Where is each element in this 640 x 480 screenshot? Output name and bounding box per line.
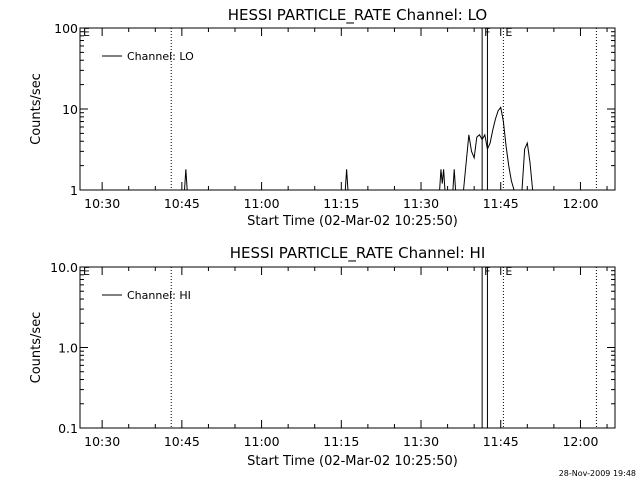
y-tick-label: 0.1 bbox=[58, 421, 78, 436]
y-axis-label: Counts/sec bbox=[29, 312, 44, 384]
chart-title: HESSI PARTICLE_RATE Channel: LO bbox=[228, 6, 487, 25]
x-tick-label: 10:30 bbox=[84, 196, 120, 211]
y-tick-label: 10.0 bbox=[50, 260, 78, 275]
footer-timestamp: 28-Nov-2009 19:48 bbox=[559, 469, 636, 478]
flag-label: E bbox=[505, 265, 512, 278]
x-tick-label: 11:30 bbox=[403, 434, 439, 449]
x-axis-label: Start Time (02-Mar-02 10:25:50) bbox=[247, 454, 458, 469]
y-tick-label: 1.0 bbox=[58, 341, 78, 356]
y-axis-label: Counts/sec bbox=[29, 73, 44, 145]
chart-title: HESSI PARTICLE_RATE Channel: HI bbox=[230, 244, 486, 263]
x-tick-label: 12:00 bbox=[562, 434, 598, 449]
series-line-segment bbox=[463, 106, 534, 191]
x-tick-label: 11:15 bbox=[323, 196, 359, 211]
x-tick-label: 11:15 bbox=[323, 434, 359, 449]
y-tick-label: 1 bbox=[70, 183, 78, 198]
x-axis-label: Start Time (02-Mar-02 10:25:50) bbox=[247, 214, 458, 229]
y-tick-label: 10 bbox=[62, 102, 78, 117]
series-line-segment bbox=[344, 169, 349, 191]
flag-label: E bbox=[83, 265, 90, 278]
plots-group: HESSI PARTICLE_RATE Channel: LO Start Tim… bbox=[29, 6, 616, 469]
x-tick-label: 10:45 bbox=[164, 434, 200, 449]
legend-label: Channel: HI bbox=[127, 289, 191, 302]
series-line-segment bbox=[439, 169, 446, 191]
x-tick-label: 11:00 bbox=[244, 434, 280, 449]
x-tick-label: 11:45 bbox=[483, 434, 519, 449]
chart-panel-2: HESSI PARTICLE_RATE Channel: HI Start Tim… bbox=[29, 244, 616, 469]
x-tick-label: 10:45 bbox=[164, 196, 200, 211]
x-tick-label: 12:00 bbox=[562, 196, 598, 211]
x-tick-label: 10:30 bbox=[84, 434, 120, 449]
flag-label: E bbox=[83, 26, 90, 39]
x-tick-label: 11:00 bbox=[244, 196, 280, 211]
x-tick-label: 11:45 bbox=[483, 196, 519, 211]
y-tick-label: 100 bbox=[54, 21, 78, 36]
series-line-segment bbox=[452, 169, 457, 191]
flag-label: E bbox=[505, 26, 512, 39]
x-tick-label: 11:30 bbox=[403, 196, 439, 211]
chart-panel-1: HESSI PARTICLE_RATE Channel: LO Start Tim… bbox=[29, 6, 616, 229]
legend-label: Channel: LO bbox=[127, 50, 194, 63]
series-line-segment bbox=[184, 169, 188, 191]
